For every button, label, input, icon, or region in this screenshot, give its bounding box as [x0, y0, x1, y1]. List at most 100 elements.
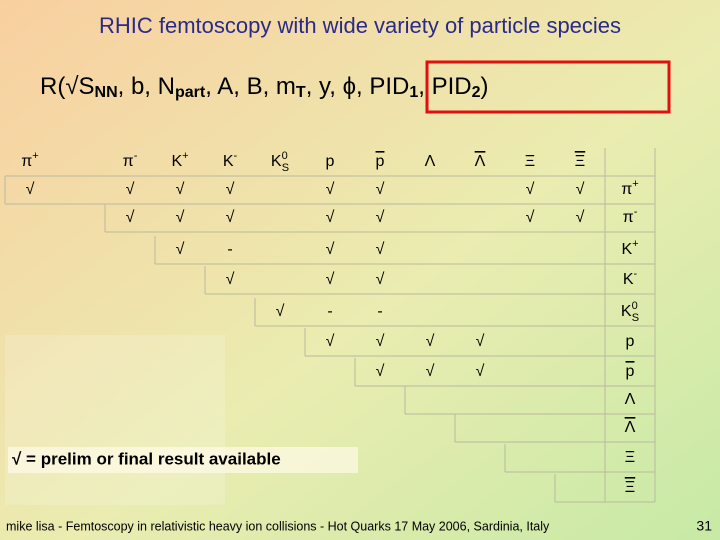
cell: √ [376, 181, 385, 198]
formula: R(√SNN, b, Npart, A, B, mT, y, ϕ, PID1, … [40, 73, 489, 101]
column-header-sup: + [32, 150, 38, 162]
row-header-sup: + [632, 238, 638, 250]
cell: √ [176, 209, 185, 226]
column-header-base: π [21, 153, 32, 170]
cell: √ [176, 241, 185, 258]
formula-subscript: T [296, 84, 306, 101]
cell: √ [376, 241, 385, 258]
cell: √ [326, 181, 335, 198]
column-header: Λ [475, 153, 486, 170]
cell: √ [126, 181, 135, 198]
column-header: p [326, 153, 335, 170]
cell: - [377, 303, 382, 320]
note: √ = prelim or final result available [12, 449, 281, 468]
cell: - [327, 303, 332, 320]
column-header-base: Ξ [525, 153, 535, 170]
row-header-base: π [623, 209, 634, 226]
cell: √ [576, 181, 585, 198]
row-header-sup: + [632, 178, 638, 190]
cell: √ [376, 271, 385, 288]
cell: √ [226, 271, 235, 288]
column-header-sub: S [282, 162, 289, 174]
column-header-base: p [326, 153, 335, 170]
cell: √ [476, 363, 485, 380]
row-header-sub: S [632, 312, 639, 324]
formula-subscript: part [175, 84, 206, 101]
column-header: π+ [21, 150, 38, 170]
cell: √ [376, 363, 385, 380]
cell: √ [326, 333, 335, 350]
row-header: K+ [621, 238, 638, 258]
column-header-base: K [171, 153, 182, 170]
formula-text: ϕ, PID [343, 73, 410, 100]
cell: √ [476, 333, 485, 350]
row-header-base: K [621, 303, 632, 320]
column-header-base: Ξ [575, 153, 585, 170]
cell: √ [526, 181, 535, 198]
cell: - [227, 241, 232, 258]
column-header-base: Λ [425, 153, 436, 170]
formula-text: , A, B, m [205, 73, 296, 100]
row-header: K0 S [621, 300, 639, 324]
cell: √ [176, 181, 185, 198]
cell: √ [276, 303, 285, 320]
row-header: Ξ [625, 449, 635, 466]
row-header-base: Λ [625, 391, 636, 408]
cell: √ [576, 209, 585, 226]
formula-text: ) [481, 73, 489, 100]
row-header-sup: 0 [632, 300, 638, 312]
column-header: π- [123, 150, 138, 170]
column-header-base: Λ [475, 153, 486, 170]
cell: √ [326, 209, 335, 226]
row-header: π- [623, 206, 638, 226]
column-header: Λ [425, 153, 436, 170]
note-box [8, 447, 358, 473]
cell: √ [326, 241, 335, 258]
cell: √ [526, 209, 535, 226]
formula-text: , b, N [118, 73, 175, 100]
cell: √ [226, 209, 235, 226]
table-grid [4, 148, 656, 503]
row-header: p [626, 363, 635, 380]
slide-title: RHIC femtoscopy with wide variety of par… [99, 13, 621, 38]
row-header-base: p [626, 333, 635, 350]
row-header-base: Ξ [625, 449, 635, 466]
column-header: Ξ [525, 153, 535, 170]
row-header: p [626, 333, 635, 350]
row-header-sup: - [634, 268, 638, 280]
cell: √ [376, 209, 385, 226]
column-header: K+ [171, 150, 188, 170]
row-header: Λ [625, 419, 636, 436]
cell: √ [326, 271, 335, 288]
highlight-box [425, 60, 671, 114]
column-header: Ξ [575, 153, 585, 170]
column-header-base: K [223, 153, 234, 170]
row-header-base: Ξ [625, 479, 635, 496]
row-header-base: K [623, 271, 634, 288]
cell: √ [376, 333, 385, 350]
row-header-base: K [621, 241, 632, 258]
row-header-sup: - [634, 206, 638, 218]
column-header-base: p [376, 153, 385, 170]
row-header-base: p [626, 363, 635, 380]
footer: mike lisa - Femtoscopy in relativistic h… [6, 519, 550, 533]
row-header: π+ [621, 178, 638, 198]
cell: √ [426, 363, 435, 380]
row-header: Λ [625, 391, 636, 408]
cell: √ [126, 209, 135, 226]
cell: √ [226, 181, 235, 198]
column-header-sup: + [182, 150, 188, 162]
column-header-sup: - [134, 150, 138, 162]
formula-text: , PID [418, 73, 471, 100]
row-header: Ξ [625, 479, 635, 496]
formula-subscript: 2 [472, 84, 481, 101]
row-header-base: π [621, 181, 632, 198]
cell: √ [426, 333, 435, 350]
page-number: 31 [696, 518, 712, 534]
column-header-sup: - [234, 150, 238, 162]
cell: √ [26, 181, 35, 198]
column-header-sup: 0 [282, 150, 288, 162]
formula-subscript: NN [95, 84, 118, 101]
